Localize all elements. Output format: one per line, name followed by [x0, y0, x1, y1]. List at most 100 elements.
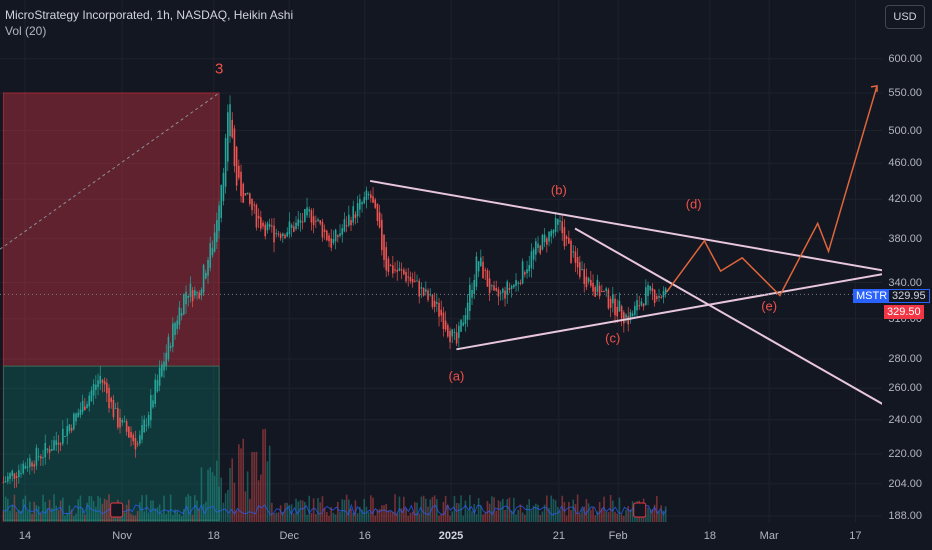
candle-body [101, 379, 104, 383]
candle-body [31, 462, 33, 467]
volume-bar [579, 513, 581, 522]
candle-body [77, 412, 80, 418]
candle-body [581, 269, 583, 271]
candle-body [130, 431, 132, 438]
volume-bar [609, 494, 612, 522]
volume-indicator-label[interactable]: Vol (20) [5, 24, 47, 38]
candle-body [418, 280, 421, 297]
volume-bar [18, 509, 20, 522]
volume-bar [167, 510, 170, 522]
candle-body [385, 247, 388, 271]
candle-body [123, 421, 126, 423]
volume-bar [378, 509, 381, 522]
candle-body [328, 235, 330, 242]
wave-label: (b) [550, 182, 567, 198]
volume-bar [317, 498, 319, 522]
candle-body [651, 288, 654, 292]
candle-body [200, 289, 203, 296]
candle-body [392, 265, 394, 274]
candle-body [614, 298, 616, 316]
volume-bar [653, 504, 656, 522]
candle-body [473, 279, 476, 294]
candle-body [381, 219, 383, 251]
candle-body [290, 224, 293, 228]
candle-body [532, 249, 535, 260]
volume-bar [64, 515, 66, 522]
volume-bar [440, 514, 443, 522]
candle-body [108, 388, 110, 409]
volume-bar [202, 504, 205, 522]
candle-body [317, 219, 319, 221]
candle-body [502, 288, 504, 293]
volume-bar [475, 514, 478, 522]
candle-body [623, 312, 625, 324]
candle-body [524, 272, 526, 275]
candle-body [183, 294, 185, 315]
candle-body [488, 278, 491, 293]
candle-body [554, 218, 557, 232]
currency-button[interactable]: USD [885, 5, 925, 29]
volume-bar [587, 503, 590, 522]
volume-bar [337, 501, 339, 522]
volume-bar [81, 508, 84, 522]
candle-body [187, 295, 190, 298]
candle-body [612, 294, 614, 304]
volume-bar [387, 510, 390, 522]
volume-bar [356, 513, 359, 522]
candle-body [620, 306, 623, 319]
candle-body [139, 435, 141, 444]
candle-body [218, 205, 220, 231]
candle-body [405, 271, 407, 282]
candle-body [352, 206, 355, 223]
candle-body [66, 426, 69, 437]
candle-body [251, 198, 253, 211]
volume-bar [645, 515, 647, 522]
volume-bar [363, 498, 366, 522]
volume-bar [187, 494, 190, 522]
volume-bar [77, 499, 80, 522]
volume-bar [136, 510, 139, 522]
volume-bar [438, 515, 440, 522]
volume-bar [161, 512, 163, 522]
volume-bar [59, 500, 62, 522]
volume-bar [84, 514, 86, 522]
candle-body [319, 220, 322, 224]
volume-bar [172, 514, 174, 522]
candle-body [273, 225, 275, 243]
volume-bar [568, 501, 570, 522]
earnings-marker [110, 502, 124, 518]
candle-body [396, 269, 399, 272]
candle-body [176, 320, 179, 329]
candle-body [180, 312, 183, 316]
candle-body [482, 261, 484, 278]
price-axis-label: 550.00 [888, 87, 922, 99]
candle-body [638, 305, 641, 307]
volume-bar [607, 512, 610, 522]
candle-body [284, 234, 286, 239]
candle-body [345, 225, 348, 227]
wave-label: (c) [605, 330, 621, 346]
candle-body [222, 172, 225, 202]
time-axis-label: 14 [18, 530, 32, 542]
volume-bar [24, 495, 27, 522]
trendline [369, 179, 882, 272]
price-chart[interactable] [0, 0, 882, 522]
candle-body [455, 332, 458, 344]
volume-bar [365, 506, 368, 522]
candle-body [576, 257, 579, 268]
volume-bar [528, 499, 531, 522]
volume-bar [539, 514, 542, 522]
candle-body [75, 413, 77, 422]
chart-area[interactable] [0, 0, 882, 522]
candle-body [394, 269, 396, 271]
candle-body [84, 406, 86, 410]
volume-bar [321, 496, 324, 522]
candle-body [592, 282, 594, 292]
volume-bar [103, 498, 106, 522]
candle-body [161, 364, 163, 377]
candle-body [189, 283, 192, 297]
volume-bar [185, 496, 187, 522]
candle-body [552, 230, 555, 234]
candle-body [616, 306, 619, 317]
volume-bar [178, 513, 181, 522]
